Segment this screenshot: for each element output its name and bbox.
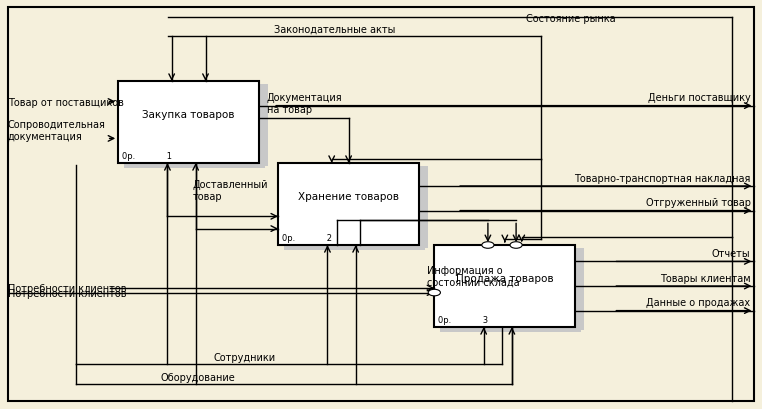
Text: Оборудование: Оборудование bbox=[160, 373, 235, 382]
Text: Деньги поставщику: Деньги поставщику bbox=[648, 93, 751, 103]
Text: Закупка товаров: Закупка товаров bbox=[142, 110, 235, 119]
Text: Информация о
состоянии склада: Информация о состоянии склада bbox=[427, 266, 520, 288]
Bar bbox=[259, 85, 268, 167]
Text: Доставленный
товар: Доставленный товар bbox=[192, 180, 268, 202]
Text: 0р.            3: 0р. 3 bbox=[438, 315, 488, 324]
Text: Отчеты: Отчеты bbox=[712, 249, 751, 258]
Text: Потребности клиентов: Потребности клиентов bbox=[8, 283, 126, 293]
Text: Товары клиентам: Товары клиентам bbox=[660, 273, 751, 283]
Bar bbox=[278, 164, 419, 245]
Text: Отгруженный товар: Отгруженный товар bbox=[645, 198, 751, 208]
Bar bbox=[434, 245, 575, 327]
Text: Потребности клиентов: Потребности клиентов bbox=[8, 288, 126, 298]
Bar bbox=[575, 249, 584, 330]
Bar bbox=[124, 164, 265, 169]
Text: Состояние рынка: Состояние рынка bbox=[526, 14, 616, 24]
Text: Товар от поставщиков: Товар от поставщиков bbox=[8, 97, 123, 107]
Bar bbox=[440, 327, 581, 332]
Bar bbox=[419, 167, 428, 249]
Text: Продажа товаров: Продажа товаров bbox=[456, 273, 554, 283]
Text: Данные о продажах: Данные о продажах bbox=[646, 298, 751, 308]
Text: Законодательные акты: Законодательные акты bbox=[274, 25, 395, 35]
Text: 0р.            1: 0р. 1 bbox=[122, 151, 172, 160]
Circle shape bbox=[510, 242, 522, 249]
Text: Хранение товаров: Хранение товаров bbox=[298, 191, 399, 201]
Text: Сопроводительная
документация: Сопроводительная документация bbox=[8, 120, 105, 142]
Circle shape bbox=[428, 290, 440, 296]
Bar bbox=[118, 82, 259, 164]
Bar bbox=[284, 245, 425, 250]
Text: Товарно-транспортная накладная: Товарно-транспортная накладная bbox=[575, 173, 751, 183]
Circle shape bbox=[482, 242, 494, 249]
Text: Документация
на товар: Документация на товар bbox=[267, 93, 342, 115]
Text: 0р.            2: 0р. 2 bbox=[282, 233, 332, 242]
Text: Сотрудники: Сотрудники bbox=[213, 352, 276, 362]
